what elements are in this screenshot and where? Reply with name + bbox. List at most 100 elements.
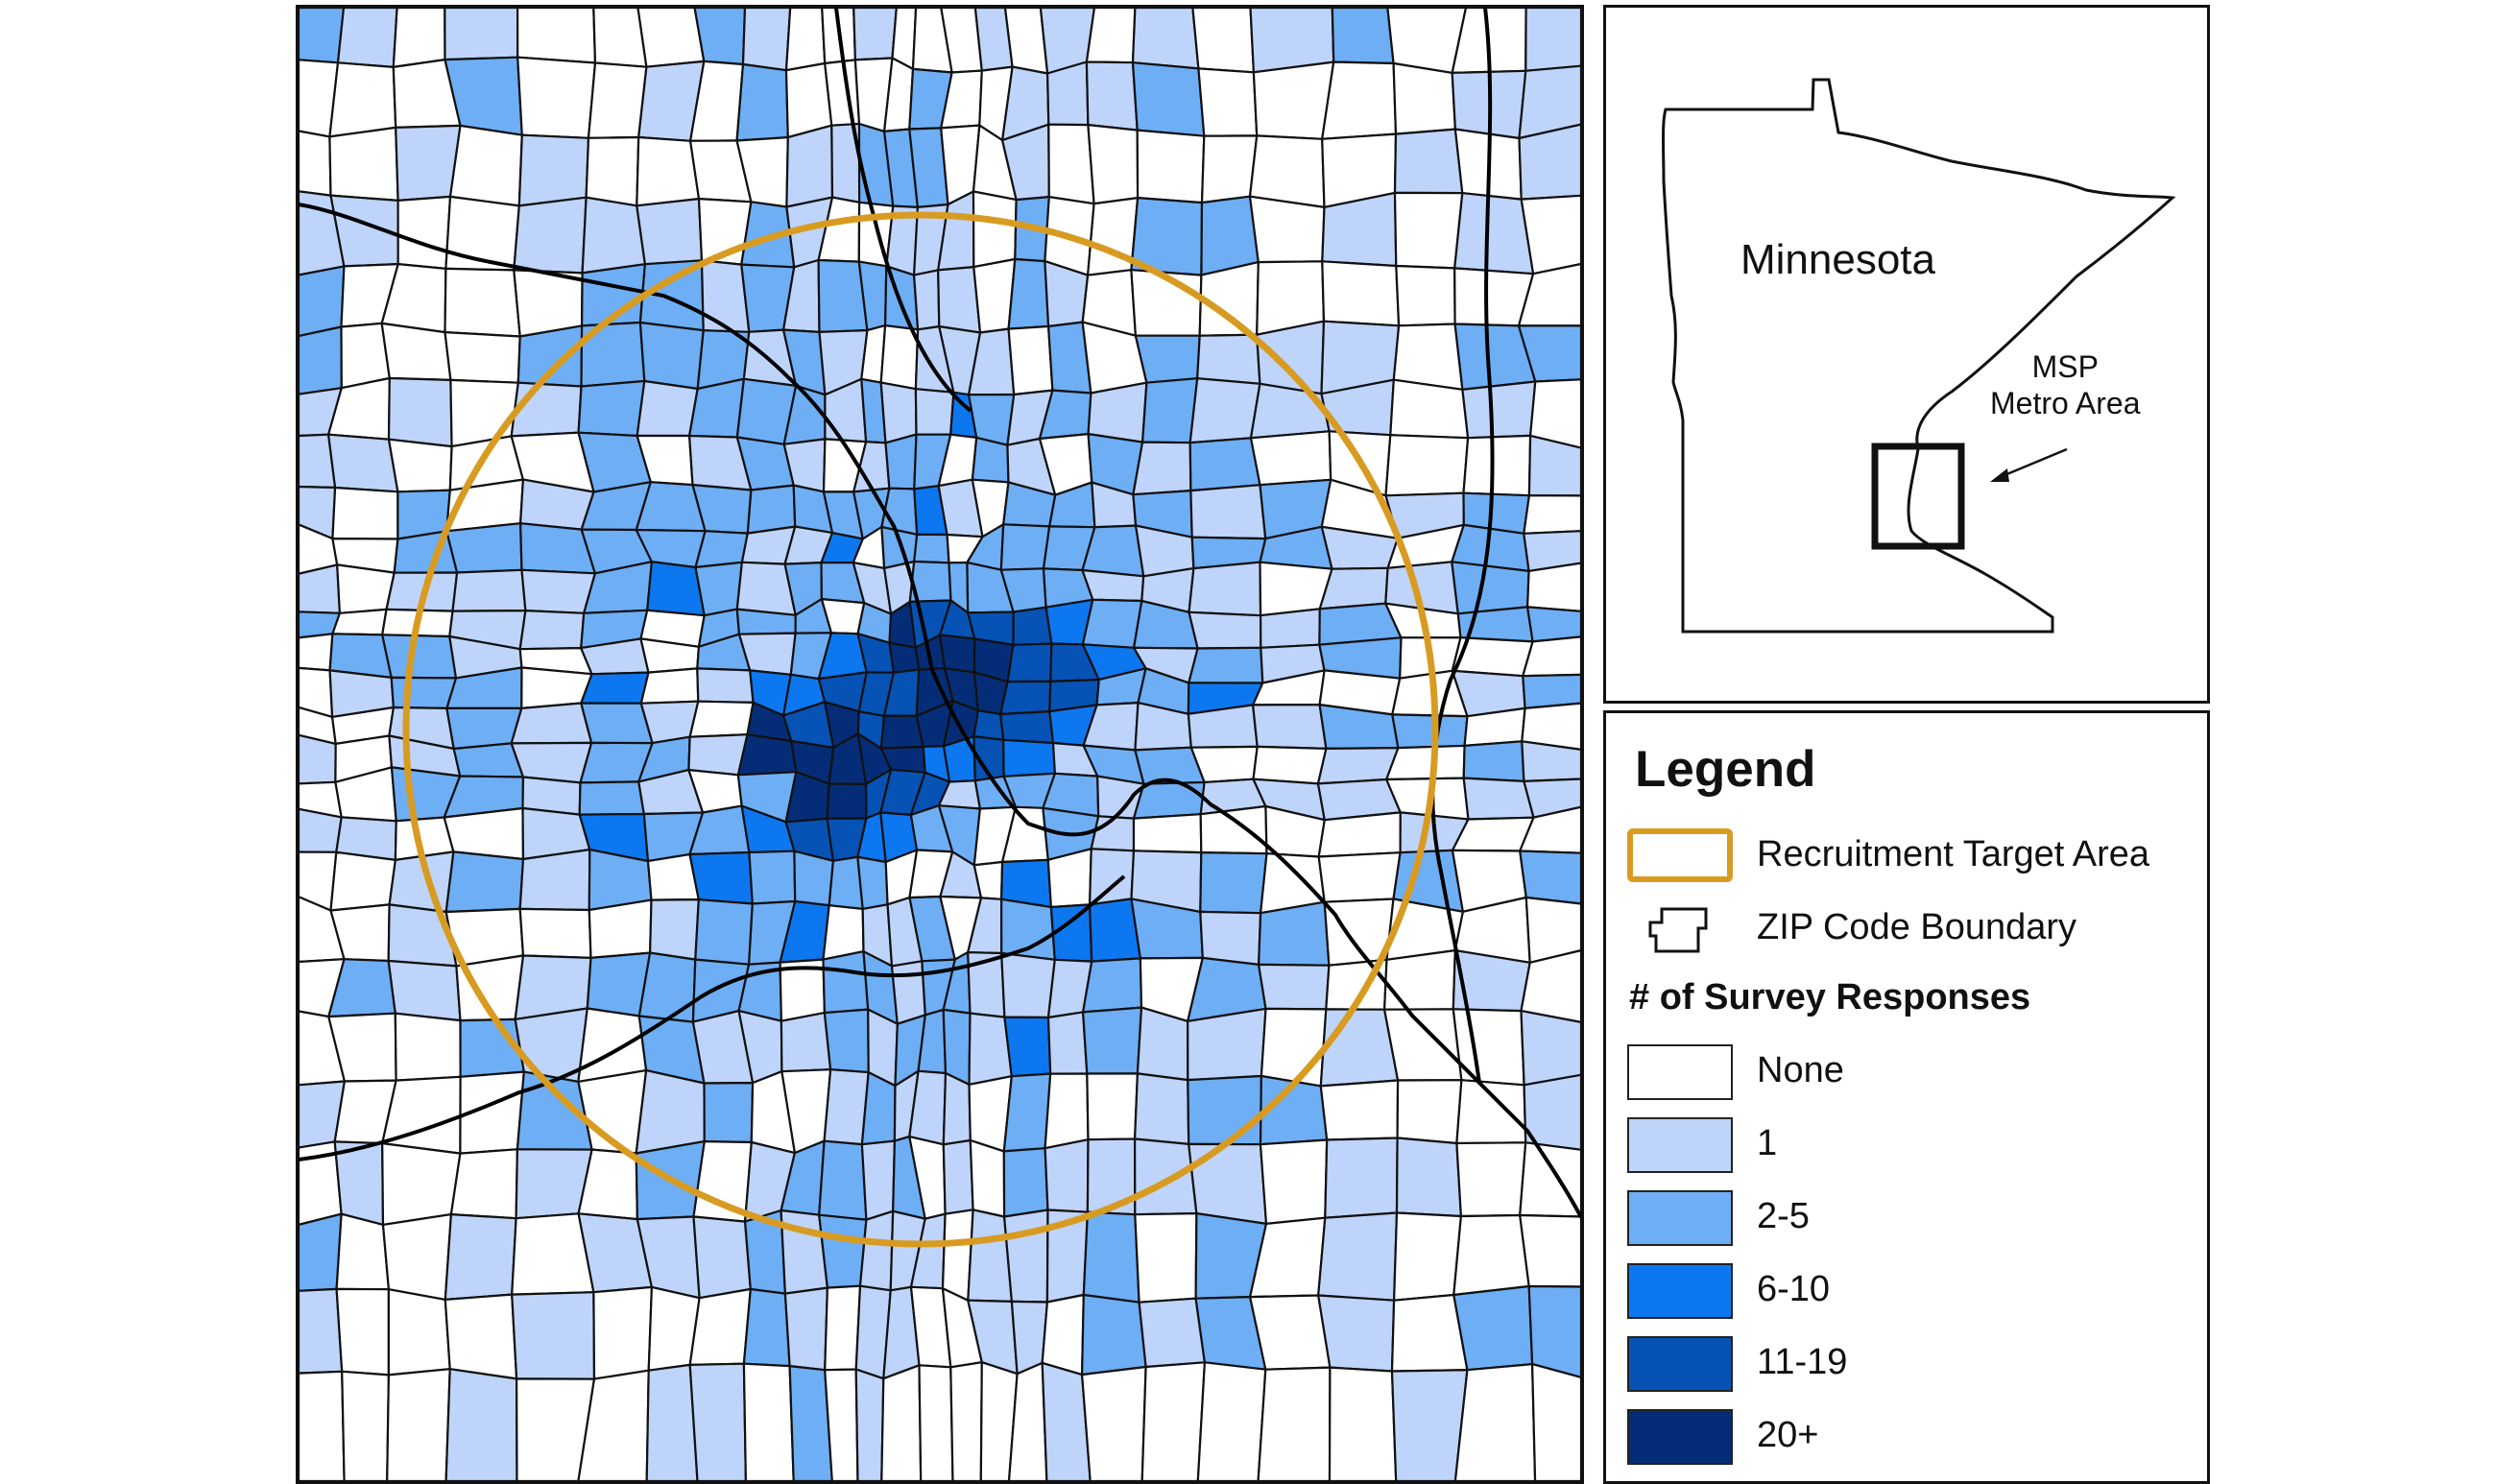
zip-area[interactable] <box>1257 900 1331 967</box>
zip-area[interactable] <box>913 533 950 564</box>
zip-area[interactable] <box>972 190 1018 269</box>
zip-area[interactable] <box>1189 484 1267 540</box>
zip-area[interactable] <box>824 1368 859 1481</box>
zip-area[interactable] <box>381 1075 462 1155</box>
zip-area[interactable] <box>299 1370 346 1481</box>
zip-area[interactable] <box>1140 1361 1207 1481</box>
zip-area[interactable] <box>1132 813 1203 854</box>
zip-area[interactable] <box>1321 260 1401 327</box>
zip-area[interactable] <box>592 1285 653 1380</box>
zip-area[interactable] <box>688 377 745 439</box>
zip-area[interactable] <box>1522 635 1581 678</box>
zip-area[interactable] <box>341 1370 391 1481</box>
zip-area[interactable] <box>1002 738 1057 778</box>
zip-area[interactable] <box>1248 195 1326 264</box>
zip-area[interactable] <box>1396 1079 1463 1145</box>
zip-area[interactable] <box>1518 123 1582 201</box>
zip-area[interactable] <box>999 709 1055 745</box>
zip-area[interactable] <box>823 1008 870 1074</box>
zip-area[interactable] <box>336 8 398 69</box>
zip-area[interactable] <box>1007 1361 1048 1481</box>
zip-area[interactable] <box>1187 1007 1267 1082</box>
zip-area[interactable] <box>1389 378 1470 440</box>
zip-area[interactable] <box>1384 434 1470 497</box>
zip-area[interactable] <box>1134 1211 1198 1304</box>
zip-area[interactable] <box>1188 561 1262 617</box>
zip-area[interactable] <box>299 807 343 853</box>
zip-area[interactable] <box>860 1070 897 1146</box>
zip-area[interactable] <box>694 898 754 966</box>
zip-area[interactable] <box>1256 320 1326 395</box>
zip-area[interactable] <box>858 1209 895 1292</box>
zip-area[interactable] <box>1520 1009 1582 1087</box>
zip-area[interactable] <box>1199 910 1262 967</box>
zip-area[interactable] <box>636 198 704 266</box>
zip-area[interactable] <box>1199 850 1268 915</box>
zip-area[interactable] <box>741 8 792 72</box>
zip-area[interactable] <box>1451 561 1530 615</box>
zip-area[interactable] <box>327 433 399 493</box>
zip-area[interactable] <box>518 848 591 912</box>
zip-area[interactable] <box>1260 1007 1328 1088</box>
zip-area[interactable] <box>331 608 388 636</box>
zip-area[interactable] <box>1395 1137 1463 1218</box>
zip-area[interactable] <box>1188 646 1264 684</box>
zip-area[interactable] <box>1082 1210 1140 1304</box>
zip-area[interactable] <box>879 324 920 391</box>
zip-area[interactable] <box>1081 957 1143 1014</box>
zip-area[interactable] <box>1521 702 1581 752</box>
zip-area[interactable] <box>1002 1209 1049 1304</box>
zip-area[interactable] <box>299 733 337 785</box>
zip-area[interactable] <box>1331 8 1395 65</box>
zip-area[interactable] <box>1392 1211 1463 1302</box>
zip-area[interactable] <box>329 850 397 912</box>
zip-area[interactable] <box>1081 1006 1143 1075</box>
zip-area[interactable] <box>942 1071 972 1146</box>
zip-area[interactable] <box>688 850 754 905</box>
zip-area[interactable] <box>637 951 697 1023</box>
zip-area[interactable] <box>1521 740 1581 783</box>
zip-area[interactable] <box>1188 377 1261 444</box>
zip-area[interactable] <box>852 8 898 61</box>
zip-area[interactable] <box>444 1293 518 1380</box>
zip-area[interactable] <box>1136 129 1206 204</box>
zip-area[interactable] <box>1133 1072 1190 1146</box>
zip-area[interactable] <box>824 59 861 127</box>
zip-area[interactable] <box>1523 778 1581 819</box>
zip-area[interactable] <box>692 1215 752 1300</box>
zip-area[interactable] <box>513 196 588 275</box>
zip-area[interactable] <box>1520 194 1581 275</box>
zip-area[interactable] <box>1257 963 1331 1011</box>
zip-area[interactable] <box>581 196 646 275</box>
zip-area[interactable] <box>449 1148 518 1220</box>
zip-area[interactable] <box>1259 1138 1329 1226</box>
zip-area[interactable] <box>1197 67 1259 137</box>
zip-area[interactable] <box>1002 1072 1052 1153</box>
zip-area[interactable] <box>1519 1213 1581 1288</box>
zip-area[interactable] <box>394 1012 462 1082</box>
zip-area[interactable] <box>1140 377 1199 444</box>
zip-area[interactable] <box>1007 324 1054 396</box>
zip-area[interactable] <box>1462 777 1535 821</box>
zip-area[interactable] <box>381 1141 462 1227</box>
zip-area[interactable] <box>1044 1072 1090 1150</box>
zip-area[interactable] <box>588 898 653 960</box>
zip-area[interactable] <box>780 1011 832 1073</box>
zip-area[interactable] <box>1252 60 1335 140</box>
zip-area[interactable] <box>1517 262 1581 327</box>
zip-area[interactable] <box>299 1287 344 1375</box>
zip-area[interactable] <box>444 850 525 914</box>
zip-area[interactable] <box>1455 1079 1527 1145</box>
zip-area[interactable] <box>1131 8 1200 70</box>
zip-area[interactable] <box>516 1377 596 1481</box>
zip-area[interactable] <box>1248 134 1326 208</box>
zip-area[interactable] <box>1081 598 1143 649</box>
zip-area[interactable] <box>880 1364 923 1481</box>
zip-area[interactable] <box>1453 1362 1537 1481</box>
zip-area[interactable] <box>335 1212 391 1291</box>
zip-area[interactable] <box>823 1068 870 1146</box>
zip-area[interactable] <box>328 61 397 138</box>
zip-area[interactable] <box>445 522 523 574</box>
zip-area[interactable] <box>1519 1141 1581 1218</box>
zip-area[interactable] <box>299 563 342 614</box>
